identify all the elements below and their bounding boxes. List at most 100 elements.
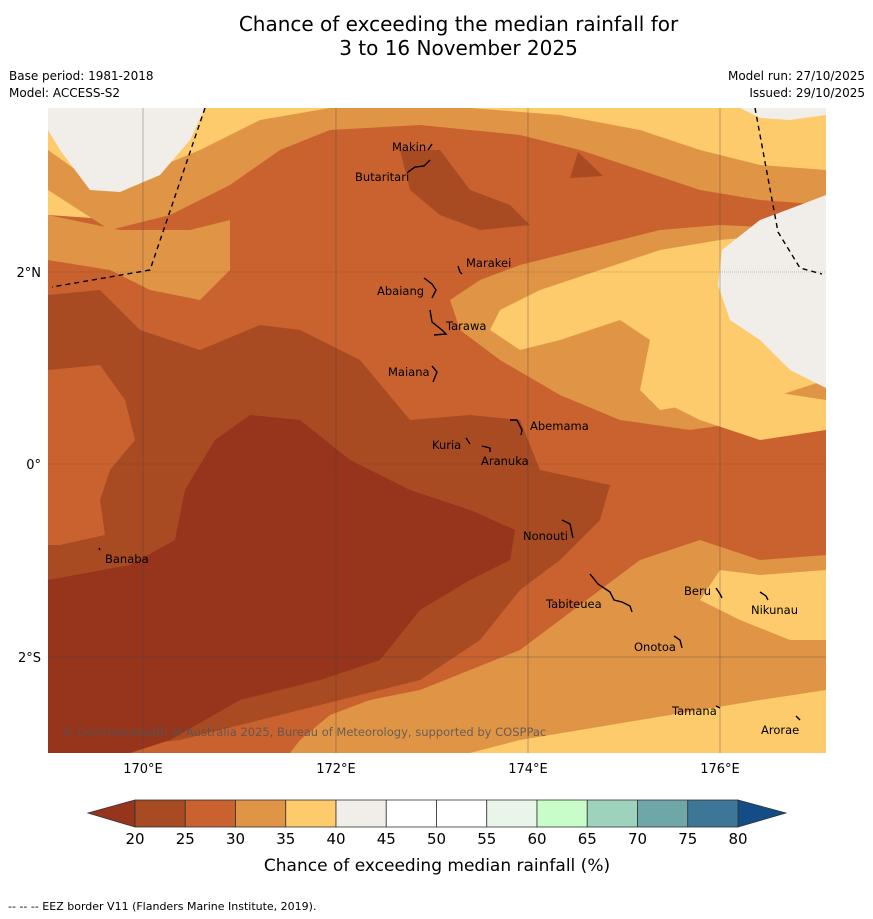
label-tamana: Tamana <box>671 704 717 718</box>
island-tarawa <box>429 309 448 336</box>
island-nonouti <box>561 519 574 539</box>
band-30-35-west <box>48 215 230 300</box>
colorbar-tick-40: 40 <box>326 830 345 848</box>
label-marakei: Marakei <box>466 256 511 270</box>
colorbar-tick-35: 35 <box>276 830 295 848</box>
colorbar-tick-20: 20 <box>125 830 144 848</box>
label-makin: Makin <box>392 140 426 154</box>
gridlines <box>48 108 826 753</box>
colorbar-cell-25 <box>184 799 236 828</box>
meta-left: Base period: 1981-2018 Model: ACCESS-S2 <box>9 68 154 102</box>
lat-label-2s: 2°S <box>18 651 41 666</box>
lon-label-170: 170°E <box>123 762 163 777</box>
island-nikunau <box>759 591 769 601</box>
label-nikunau: Nikunau <box>751 603 798 617</box>
colorbar-tick-45: 45 <box>377 830 396 848</box>
label-abemama: Abemama <box>530 419 589 433</box>
title-line-1: Chance of exceeding the median rainfall … <box>238 12 679 36</box>
map-title: Chance of exceeding the median rainfall … <box>0 12 873 60</box>
band-30-35-south <box>290 540 826 753</box>
islands <box>98 143 801 721</box>
contour-fill <box>48 108 826 753</box>
colorbar-tick-25: 25 <box>176 830 195 848</box>
band-west-patch <box>48 365 135 545</box>
colorbar-cell-70 <box>637 799 689 828</box>
island-tabiteuea <box>589 573 633 613</box>
copyright-note: © Commonwealth of Australia 2025, Bureau… <box>62 725 546 739</box>
eez-border-east <box>754 108 823 275</box>
band-35-40-se <box>470 690 826 753</box>
band-40-45-ne <box>740 108 826 120</box>
lat-axis-labels: 2°N 0° 2°S <box>17 266 42 666</box>
colorbar: 20 25 30 35 40 45 50 55 60 65 70 75 80 Chance of exc… <box>86 799 788 876</box>
island-abemama <box>510 419 523 436</box>
label-arorae: Arorae <box>761 723 799 737</box>
colorbar-tick-75: 75 <box>678 830 697 848</box>
lon-axis-labels: 170°E 172°E 174°E 176°E <box>123 762 740 777</box>
label-banaba: Banaba <box>105 552 149 566</box>
colorbar-tick-50: 50 <box>427 830 446 848</box>
lon-label-174: 174°E <box>508 762 548 777</box>
colorbar-label: Chance of exceeding median rainfall (%) <box>264 856 610 876</box>
base-period: Base period: 1981-2018 <box>9 69 154 83</box>
colorbar-tick-65: 65 <box>578 830 597 848</box>
label-kuria: Kuria <box>432 438 461 452</box>
label-butaritari: Butaritari <box>355 170 409 184</box>
colorbar-cell-50 <box>436 799 488 828</box>
colorbar-tick-30: 30 <box>226 830 245 848</box>
band-east-edge <box>810 487 820 492</box>
eez-footnote: -- -- -- EEZ border V11 (Flanders Marine… <box>8 900 317 913</box>
label-maiana: Maiana <box>388 365 430 379</box>
issued-date: Issued: 29/10/2025 <box>749 86 865 100</box>
colorbar-cell-55 <box>486 799 538 828</box>
island-arorae <box>795 715 801 721</box>
label-abaiang: Abaiang <box>377 284 424 298</box>
label-onotoa: Onotoa <box>634 640 676 654</box>
band-20-25-north <box>400 150 530 230</box>
place-labels: Makin Butaritari Marakei Abaiang Tarawa … <box>105 140 799 737</box>
label-nonouti: Nonouti <box>523 529 568 543</box>
label-tabiteuea: Tabiteuea <box>545 597 602 611</box>
band-35-40-south <box>700 570 826 640</box>
lon-label-172: 172°E <box>316 762 356 777</box>
label-tarawa: Tarawa <box>445 319 486 333</box>
island-kuria <box>465 437 471 445</box>
eez-borders <box>51 108 823 288</box>
label-beru: Beru <box>684 584 711 598</box>
island-abaiang <box>423 277 437 299</box>
colorbar-tick-60: 60 <box>527 830 546 848</box>
colorbar-tick-55: 55 <box>477 830 496 848</box>
colorbar-cell-40 <box>335 799 387 828</box>
colorbar-cell-20 <box>134 799 186 828</box>
meta-right: Model run: 27/10/2025 Issued: 29/10/2025 <box>728 68 865 102</box>
island-aranuka <box>481 445 491 452</box>
band-40-45-nw <box>48 108 205 192</box>
title-line-2: 3 to 16 November 2025 <box>339 36 578 60</box>
island-butaritari <box>407 159 431 173</box>
lat-label-2n: 2°N <box>17 266 42 281</box>
band-30-35-north <box>48 108 826 230</box>
island-banaba <box>98 547 101 551</box>
colorbar-cell-30 <box>235 799 287 828</box>
colorbar-tick-80: 80 <box>728 830 747 848</box>
colorbar-cell-75 <box>687 799 739 828</box>
island-maiana <box>431 365 438 383</box>
island-marakei <box>457 265 463 275</box>
colorbar-cell-65 <box>586 799 638 828</box>
colorbar-cell-35 <box>285 799 337 828</box>
colorbar-tick-70: 70 <box>628 830 647 848</box>
band-20-25-small <box>570 152 603 178</box>
colorbar-cell-60 <box>536 799 588 828</box>
band-40-45-east <box>718 195 826 388</box>
model-name: Model: ACCESS-S2 <box>9 86 121 100</box>
colorbar-under-arrow <box>86 799 136 828</box>
island-makin <box>427 143 433 151</box>
colorbar-cells <box>134 799 739 828</box>
colorbar-ticks: 20 25 30 35 40 45 50 55 60 65 70 75 80 <box>125 830 747 848</box>
band-below-20 <box>48 415 515 753</box>
island-beru <box>715 587 723 599</box>
colorbar-cell-45 <box>385 799 437 828</box>
band-east-yellow <box>650 320 826 440</box>
colorbar-over-arrow <box>737 799 788 828</box>
